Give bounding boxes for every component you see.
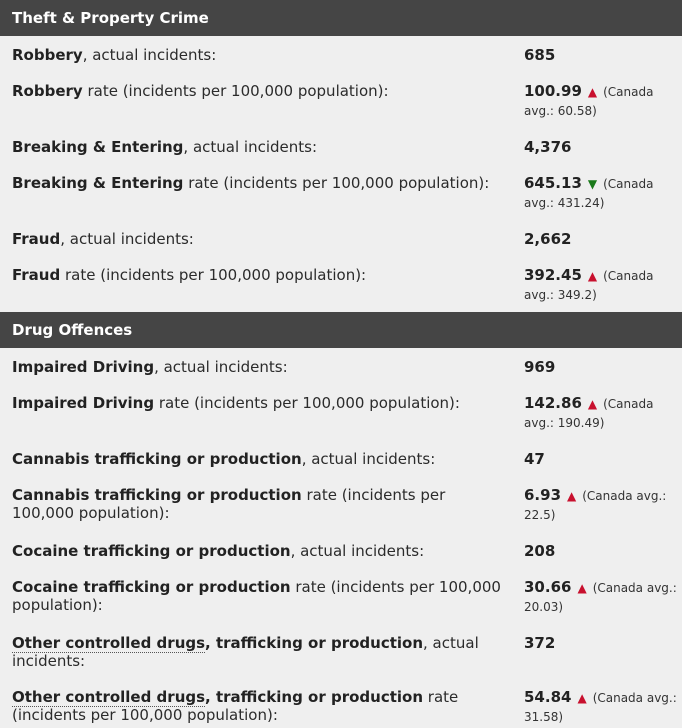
stat-value: 4,376 — [524, 138, 572, 156]
stat-value: 2,662 — [524, 230, 572, 248]
arrow-down-icon: ▼ — [587, 177, 598, 191]
stat-label: Robbery, actual incidents: — [12, 46, 502, 64]
canada-average: (Canada avg.: 31.58) — [524, 691, 677, 724]
stat-description: , actual incidents: — [301, 450, 436, 468]
stat-term: Cocaine trafficking or production — [12, 542, 291, 560]
stat-label: Cannabis trafficking or production rate … — [12, 486, 502, 522]
stat-value: 645.13 — [524, 174, 582, 192]
stat-value-cell: 4,376 — [524, 138, 682, 156]
stat-term: Cannabis trafficking or production — [12, 486, 302, 504]
stat-value: 6.93 — [524, 486, 562, 504]
stat-value-cell: 372 — [524, 634, 682, 652]
stat-label: Breaking & Entering, actual incidents: — [12, 138, 502, 156]
stat-value: 100.99 — [524, 82, 582, 100]
stat-description: , actual incidents: — [82, 46, 217, 64]
stat-value: 47 — [524, 450, 545, 468]
stat-value: 30.66 — [524, 578, 572, 596]
stat-value-cell: 30.66 ▲ (Canada avg.: 20.03) — [524, 578, 682, 616]
stat-description: rate (incidents per 100,000 population): — [12, 486, 446, 522]
arrow-up-icon: ▲ — [587, 269, 598, 283]
section: Theft & Property Crime Robbery, actual in… — [0, 0, 682, 312]
stat-term: Robbery — [12, 82, 83, 100]
stat-description: rate (incidents per 100,000 population): — [12, 578, 501, 614]
stat-label: Impaired Driving rate (incidents per 100… — [12, 394, 502, 412]
stat-description: rate (incidents per 100,000 population): — [183, 174, 490, 192]
arrow-up-icon: ▲ — [587, 397, 598, 411]
stat-value-cell: 685 — [524, 46, 682, 64]
stat-term: , trafficking or production — [205, 634, 424, 652]
canada-average: (Canada avg.: 349.2) — [524, 269, 654, 302]
stat-value-cell: 54.84 ▲ (Canada avg.: 31.58) — [524, 688, 682, 726]
stat-value-cell: 6.93 ▲ (Canada avg.: 22.5) — [524, 486, 682, 524]
stat-term: Fraud — [12, 266, 61, 284]
stat-value-cell: 100.99 ▲ (Canada avg.: 60.58) — [524, 82, 682, 120]
arrow-up-icon: ▲ — [577, 691, 587, 705]
stat-value: 142.86 — [524, 394, 582, 412]
stat-value: 685 — [524, 46, 556, 64]
stat-description: , actual incidents: — [290, 542, 425, 560]
stat-description: , actual incidents: — [183, 138, 318, 156]
canada-average: (Canada avg.: 190.49) — [524, 397, 654, 430]
stat-term: Cannabis trafficking or production — [12, 450, 302, 468]
canada-average: (Canada avg.: 22.5) — [524, 489, 667, 522]
stat-value-cell: 47 — [524, 450, 682, 468]
stat-label: Cannabis trafficking or production, actu… — [12, 450, 502, 468]
stat-term: , trafficking or production — [205, 688, 424, 706]
stat-term: Impaired Driving — [12, 358, 155, 376]
stat-label: Other controlled drugs, trafficking or p… — [12, 688, 502, 724]
stat-value: 969 — [524, 358, 556, 376]
stat-label: Breaking & Entering rate (incidents per … — [12, 174, 502, 192]
stat-term: Breaking & Entering — [12, 138, 184, 156]
stat-label: Robbery rate (incidents per 100,000 popu… — [12, 82, 502, 100]
stat-description: rate (incidents per 100,000 population): — [82, 82, 389, 100]
canada-average: (Canada avg.: 60.58) — [524, 85, 654, 118]
arrow-up-icon: ▲ — [567, 489, 577, 503]
stat-term-abbr[interactable]: Other controlled drugs — [12, 634, 206, 653]
arrow-up-icon: ▲ — [587, 85, 598, 99]
stat-term: Cocaine trafficking or production — [12, 578, 291, 596]
stat-term: Impaired Driving — [12, 394, 155, 412]
stat-value: 372 — [524, 634, 556, 652]
stat-label: Fraud, actual incidents: — [12, 230, 502, 248]
stat-description: , actual incidents: — [154, 358, 288, 376]
canada-average: (Canada avg.: 20.03) — [524, 581, 677, 614]
canada-average: (Canada avg.: 431.24) — [524, 177, 654, 210]
stat-term: Breaking & Entering — [12, 174, 184, 192]
stat-description: , actual incidents: — [12, 634, 479, 670]
stat-value-cell: 2,662 — [524, 230, 682, 248]
stat-value: 392.45 — [524, 266, 582, 284]
stat-description: rate (incidents per 100,000 population): — [154, 394, 460, 412]
stat-label: Cocaine trafficking or production rate (… — [12, 578, 502, 614]
stat-term-abbr[interactable]: Other controlled drugs — [12, 688, 206, 707]
stat-value: 54.84 — [524, 688, 572, 706]
stat-description: , actual incidents: — [60, 230, 194, 248]
section-header: Drug Offences — [0, 312, 682, 348]
stat-description: rate (incidents per 100,000 population): — [60, 266, 367, 284]
stat-label: Cocaine trafficking or production, actua… — [12, 542, 502, 560]
stat-value-cell: 142.86 ▲ (Canada avg.: 190.49) — [524, 394, 682, 432]
stat-value: 208 — [524, 542, 556, 560]
section-header: Theft & Property Crime — [0, 0, 682, 36]
stat-value-cell: 208 — [524, 542, 682, 560]
stat-label: Other controlled drugs, trafficking or p… — [12, 634, 502, 670]
stat-value-cell: 645.13 ▼ (Canada avg.: 431.24) — [524, 174, 682, 212]
stat-description: rate (incidents per 100,000 population): — [12, 688, 459, 724]
stat-label: Fraud rate (incidents per 100,000 popula… — [12, 266, 502, 284]
stat-value-cell: 969 — [524, 358, 682, 376]
arrow-up-icon: ▲ — [577, 581, 587, 595]
stat-label: Impaired Driving, actual incidents: — [12, 358, 502, 376]
section: Drug Offences Impaired Driving, actual in… — [0, 312, 682, 728]
stat-value-cell: 392.45 ▲ (Canada avg.: 349.2) — [524, 266, 682, 304]
stat-term: Robbery — [12, 46, 83, 64]
stat-term: Fraud — [12, 230, 61, 248]
